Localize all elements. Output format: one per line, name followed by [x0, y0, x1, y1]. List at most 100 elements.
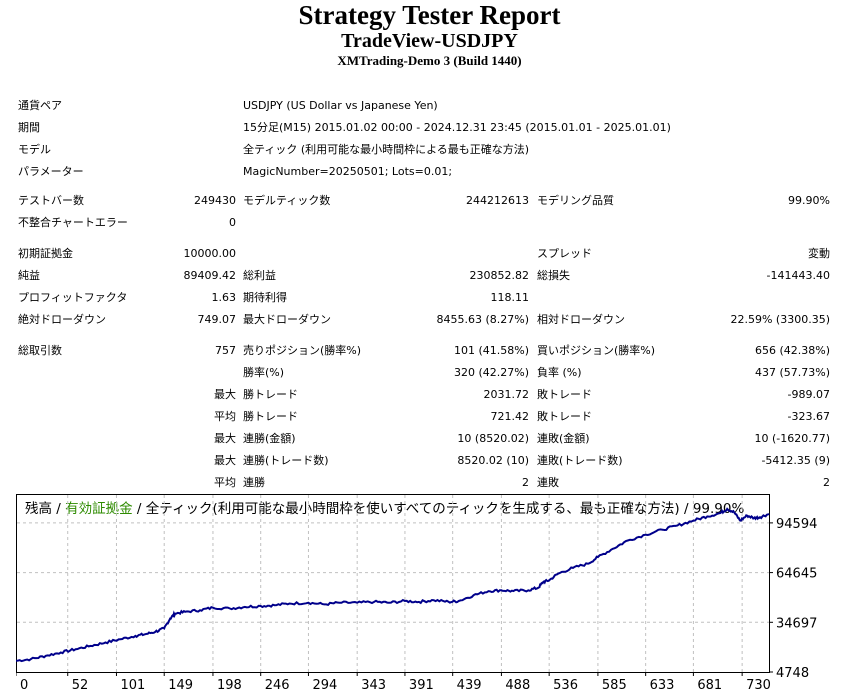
stats-row-average-consecutive: 平均 連勝 2 連敗 2 — [0, 472, 859, 494]
stats-row-winrate: 勝率(%) 320 (42.27%) 負率 (%) 437 (57.73%) — [0, 362, 859, 384]
total-trades-value: 757 — [215, 344, 236, 357]
profit-factor-label: プロフィットファクタ — [18, 291, 128, 304]
x-tick-label: 149 — [168, 678, 193, 693]
legend-separator: / — [52, 501, 65, 517]
relative-drawdown-label: 相対ドローダウン — [537, 313, 625, 326]
largest-loss-value: -989.07 — [787, 388, 830, 401]
max-consecutive-losses-label: 連敗(金額) — [537, 432, 590, 445]
x-tick-label: 198 — [217, 678, 242, 693]
x-tick-label: 585 — [602, 678, 627, 693]
average-profit-label: 勝トレード — [243, 410, 298, 423]
largest-profit-label: 勝トレード — [243, 388, 298, 401]
x-tick-label: 439 — [457, 678, 482, 693]
average-consecutive-wins-value: 2 — [522, 476, 529, 489]
relative-drawdown-value: 22.59% (3300.35) — [730, 313, 830, 326]
x-tick-label: 633 — [650, 678, 675, 693]
maximum-label: 最大 — [214, 432, 236, 445]
average-loss-label: 敗トレード — [537, 410, 592, 423]
legend-description: / 全ティック(利用可能な最小時間枠を使いすべてのティックを生成する、最も正確な… — [133, 500, 745, 517]
profit-trades-value: 320 (42.27%) — [453, 366, 529, 379]
period-value: 15分足(M15) 2015.01.02 00:00 - 2024.12.31 … — [243, 121, 671, 134]
legend-balance: 残高 — [25, 500, 52, 517]
loss-trades-value: 437 (57.73%) — [754, 366, 830, 379]
ticks-value: 244212613 — [466, 194, 529, 207]
max-consecutive-wins-value: 10 (8520.02) — [457, 432, 529, 445]
bars-label: テストバー数 — [18, 194, 84, 207]
deposit-value: 10000.00 — [183, 247, 237, 260]
loss-trades-label: 負率 (%) — [537, 366, 582, 379]
quality-value: 99.90% — [788, 194, 830, 207]
stats-row-mismatch: 不整合チャートエラー 0 — [0, 212, 859, 234]
short-positions-label: 売りポジション(勝率%) — [243, 344, 362, 357]
maximal-consecutive-loss-value: -5412.35 (9) — [761, 454, 830, 467]
average-loss-value: -323.67 — [787, 410, 830, 423]
x-tick-label: 488 — [505, 678, 530, 693]
gross-profit-value: 230852.82 — [469, 269, 530, 282]
symbol-value: USDJPY (US Dollar vs Japanese Yen) — [243, 99, 438, 112]
stats-row-largest: 最大 勝トレード 2031.72 敗トレード -989.07 — [0, 384, 859, 406]
average-consecutive-wins-label: 連勝 — [243, 476, 265, 489]
ticks-label: モデルティック数 — [243, 194, 331, 207]
x-tick-label: 391 — [409, 678, 434, 693]
y-tick-label: 4748 — [776, 666, 809, 681]
info-row-parameters: パラメーター MagicNumber=20250501; Lots=0.01; — [0, 161, 859, 183]
info-row-period: 期間 15分足(M15) 2015.01.02 00:00 - 2024.12.… — [0, 117, 859, 139]
net-profit-label: 純益 — [18, 269, 40, 282]
maximal-consecutive-loss-label: 連敗(トレード数) — [537, 454, 623, 467]
x-tick-label: 343 — [361, 678, 386, 693]
deposit-label: 初期証拠金 — [18, 247, 73, 260]
average-label: 平均 — [214, 410, 236, 423]
short-positions-value: 101 (41.58%) — [453, 344, 529, 357]
spread-value: 変動 — [808, 247, 830, 260]
x-tick-label: 730 — [746, 678, 771, 693]
average-consecutive-label: 平均 — [214, 476, 236, 489]
info-row-symbol: 通貨ペア USDJPY (US Dollar vs Japanese Yen) — [0, 95, 859, 117]
legend-equity: 有効証拠金 — [65, 501, 133, 517]
balance-line — [16, 507, 770, 663]
report-title: Strategy Tester Report — [298, 0, 561, 30]
stats-row-trades: 総取引数 757 売りポジション(勝率%) 101 (41.58%) 買いポジシ… — [0, 340, 859, 362]
model-label: モデル — [18, 143, 51, 156]
largest-loss-label: 敗トレード — [537, 388, 592, 401]
parameters-label: パラメーター — [18, 165, 84, 178]
plot-frame — [16, 494, 770, 673]
long-positions-value: 656 (42.38%) — [754, 344, 830, 357]
stats-row-deposit: 初期証拠金 10000.00 スプレッド 変動 — [0, 243, 859, 265]
x-tick-label: 0 — [20, 678, 28, 693]
gross-loss-value: -141443.40 — [766, 269, 830, 282]
maximal-consecutive-profit-label: 連勝(トレード数) — [243, 454, 329, 467]
gross-loss-label: 総損失 — [537, 269, 570, 282]
stats-row-consecutive-money: 最大 連勝(金額) 10 (8520.02) 連敗(金額) 10 (-1620.… — [0, 428, 859, 450]
expected-payoff-label: 期待利得 — [243, 291, 287, 304]
absolute-drawdown-label: 絶対ドローダウン — [18, 313, 106, 326]
info-row-model: モデル 全ティック (利用可能な最小時間枠による最も正確な方法) — [0, 139, 859, 161]
expected-payoff-value: 118.11 — [490, 291, 530, 304]
average-consecutive-losses-label: 連敗 — [537, 476, 559, 489]
model-value: 全ティック (利用可能な最小時間枠による最も正確な方法) — [243, 143, 530, 156]
stats-row-consecutive-count: 最大 連勝(トレード数) 8520.02 (10) 連敗(トレード数) -541… — [0, 450, 859, 472]
max-consecutive-losses-value: 10 (-1620.77) — [754, 432, 830, 445]
x-tick-label: 246 — [265, 678, 290, 693]
mismatch-value: 0 — [229, 216, 236, 229]
x-tick-label: 101 — [120, 678, 145, 693]
gross-profit-label: 総利益 — [243, 269, 276, 282]
largest-label: 最大 — [214, 388, 236, 401]
largest-profit-value: 2031.72 — [483, 388, 530, 401]
max-consecutive-wins-label: 連勝(金額) — [243, 432, 296, 445]
maximal-drawdown-label: 最大ドローダウン — [243, 313, 331, 326]
average-consecutive-losses-value: 2 — [823, 476, 830, 489]
profit-factor-value: 1.63 — [211, 291, 237, 304]
x-tick-label: 294 — [312, 678, 337, 693]
stats-row-factor: プロフィットファクタ 1.63 期待利得 118.11 — [0, 287, 859, 309]
stats-row-drawdown: 絶対ドローダウン 749.07 最大ドローダウン 8455.63 (8.27%)… — [0, 309, 859, 331]
net-profit-value: 89409.42 — [183, 269, 237, 282]
x-tick-label: 536 — [553, 678, 578, 693]
maximal-label: 最大 — [214, 454, 236, 467]
average-profit-value: 721.42 — [490, 410, 530, 423]
long-positions-label: 買いポジション(勝率%) — [537, 344, 656, 357]
report-subtitle: TradeView-USDJPY — [341, 30, 518, 52]
stats-row-profit: 純益 89409.42 総利益 230852.82 総損失 -141443.40 — [0, 265, 859, 287]
y-tick-label: 94594 — [776, 517, 817, 532]
stats-row-average: 平均 勝トレード 721.42 敗トレード -323.67 — [0, 406, 859, 428]
mismatch-label: 不整合チャートエラー — [18, 216, 128, 229]
